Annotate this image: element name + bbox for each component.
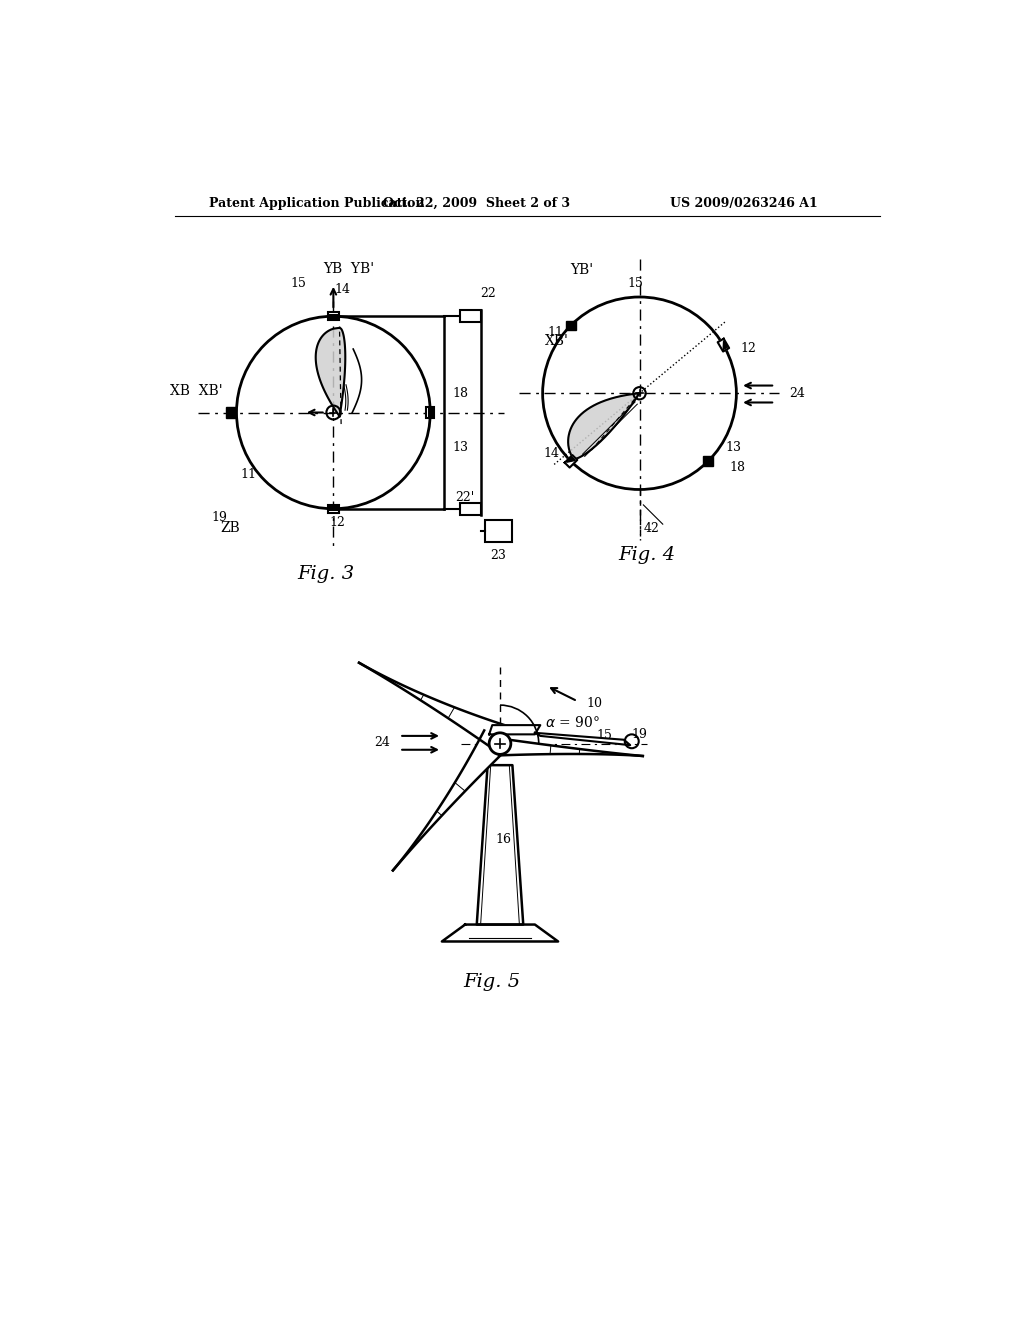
Text: 12: 12	[740, 342, 757, 355]
Polygon shape	[564, 455, 578, 467]
Polygon shape	[568, 393, 640, 459]
Text: US 2009/0263246 A1: US 2009/0263246 A1	[671, 197, 818, 210]
Text: 12: 12	[330, 516, 345, 529]
Text: $\alpha$ = 90°: $\alpha$ = 90°	[545, 714, 600, 730]
Polygon shape	[315, 327, 345, 416]
Text: 15: 15	[597, 730, 612, 742]
Bar	[329, 314, 338, 319]
Text: 13: 13	[452, 441, 468, 454]
Text: YB': YB'	[569, 263, 593, 277]
Polygon shape	[718, 339, 729, 351]
Text: YB  YB': YB YB'	[324, 261, 375, 276]
Text: 15: 15	[628, 277, 643, 289]
Text: 16: 16	[496, 833, 512, 846]
Text: 14: 14	[544, 447, 560, 461]
Polygon shape	[442, 924, 558, 941]
Text: 15: 15	[291, 277, 306, 290]
Bar	[225, 407, 234, 418]
Text: 23: 23	[490, 549, 507, 562]
Text: 19: 19	[632, 727, 647, 741]
Polygon shape	[489, 725, 541, 734]
Polygon shape	[535, 733, 630, 744]
Polygon shape	[566, 457, 575, 462]
Polygon shape	[393, 730, 507, 870]
Bar	[460, 503, 481, 515]
Text: XB': XB'	[545, 334, 569, 347]
Text: Fig. 5: Fig. 5	[464, 973, 521, 991]
Bar	[329, 506, 338, 511]
Text: 22: 22	[480, 286, 497, 300]
Text: 22': 22'	[455, 491, 474, 504]
Text: 10: 10	[587, 697, 603, 710]
Bar	[460, 310, 481, 322]
Text: 19: 19	[212, 511, 227, 524]
Text: XB  XB': XB XB'	[170, 384, 222, 397]
Polygon shape	[359, 663, 510, 751]
Polygon shape	[723, 341, 727, 350]
Text: ZB: ZB	[220, 521, 241, 535]
Bar	[426, 407, 434, 418]
Text: 11: 11	[548, 326, 563, 339]
Bar	[328, 506, 339, 512]
Bar	[328, 313, 339, 321]
Polygon shape	[499, 738, 643, 756]
Text: 24: 24	[374, 735, 390, 748]
Text: 13: 13	[725, 441, 741, 454]
Text: Oct. 22, 2009  Sheet 2 of 3: Oct. 22, 2009 Sheet 2 of 3	[383, 197, 570, 210]
Circle shape	[489, 733, 511, 755]
Text: 24: 24	[790, 387, 805, 400]
Polygon shape	[477, 766, 523, 924]
Text: 18: 18	[730, 461, 745, 474]
Bar	[702, 457, 713, 466]
Text: 18: 18	[452, 387, 468, 400]
Text: Patent Application Publication: Patent Application Publication	[209, 197, 425, 210]
Text: 11: 11	[241, 467, 256, 480]
Text: Fig. 3: Fig. 3	[297, 565, 354, 583]
Text: 14: 14	[335, 282, 350, 296]
Bar	[485, 520, 512, 541]
Bar	[566, 321, 575, 330]
Text: 42: 42	[643, 521, 659, 535]
Text: Fig. 4: Fig. 4	[618, 546, 676, 564]
Bar	[428, 408, 433, 417]
